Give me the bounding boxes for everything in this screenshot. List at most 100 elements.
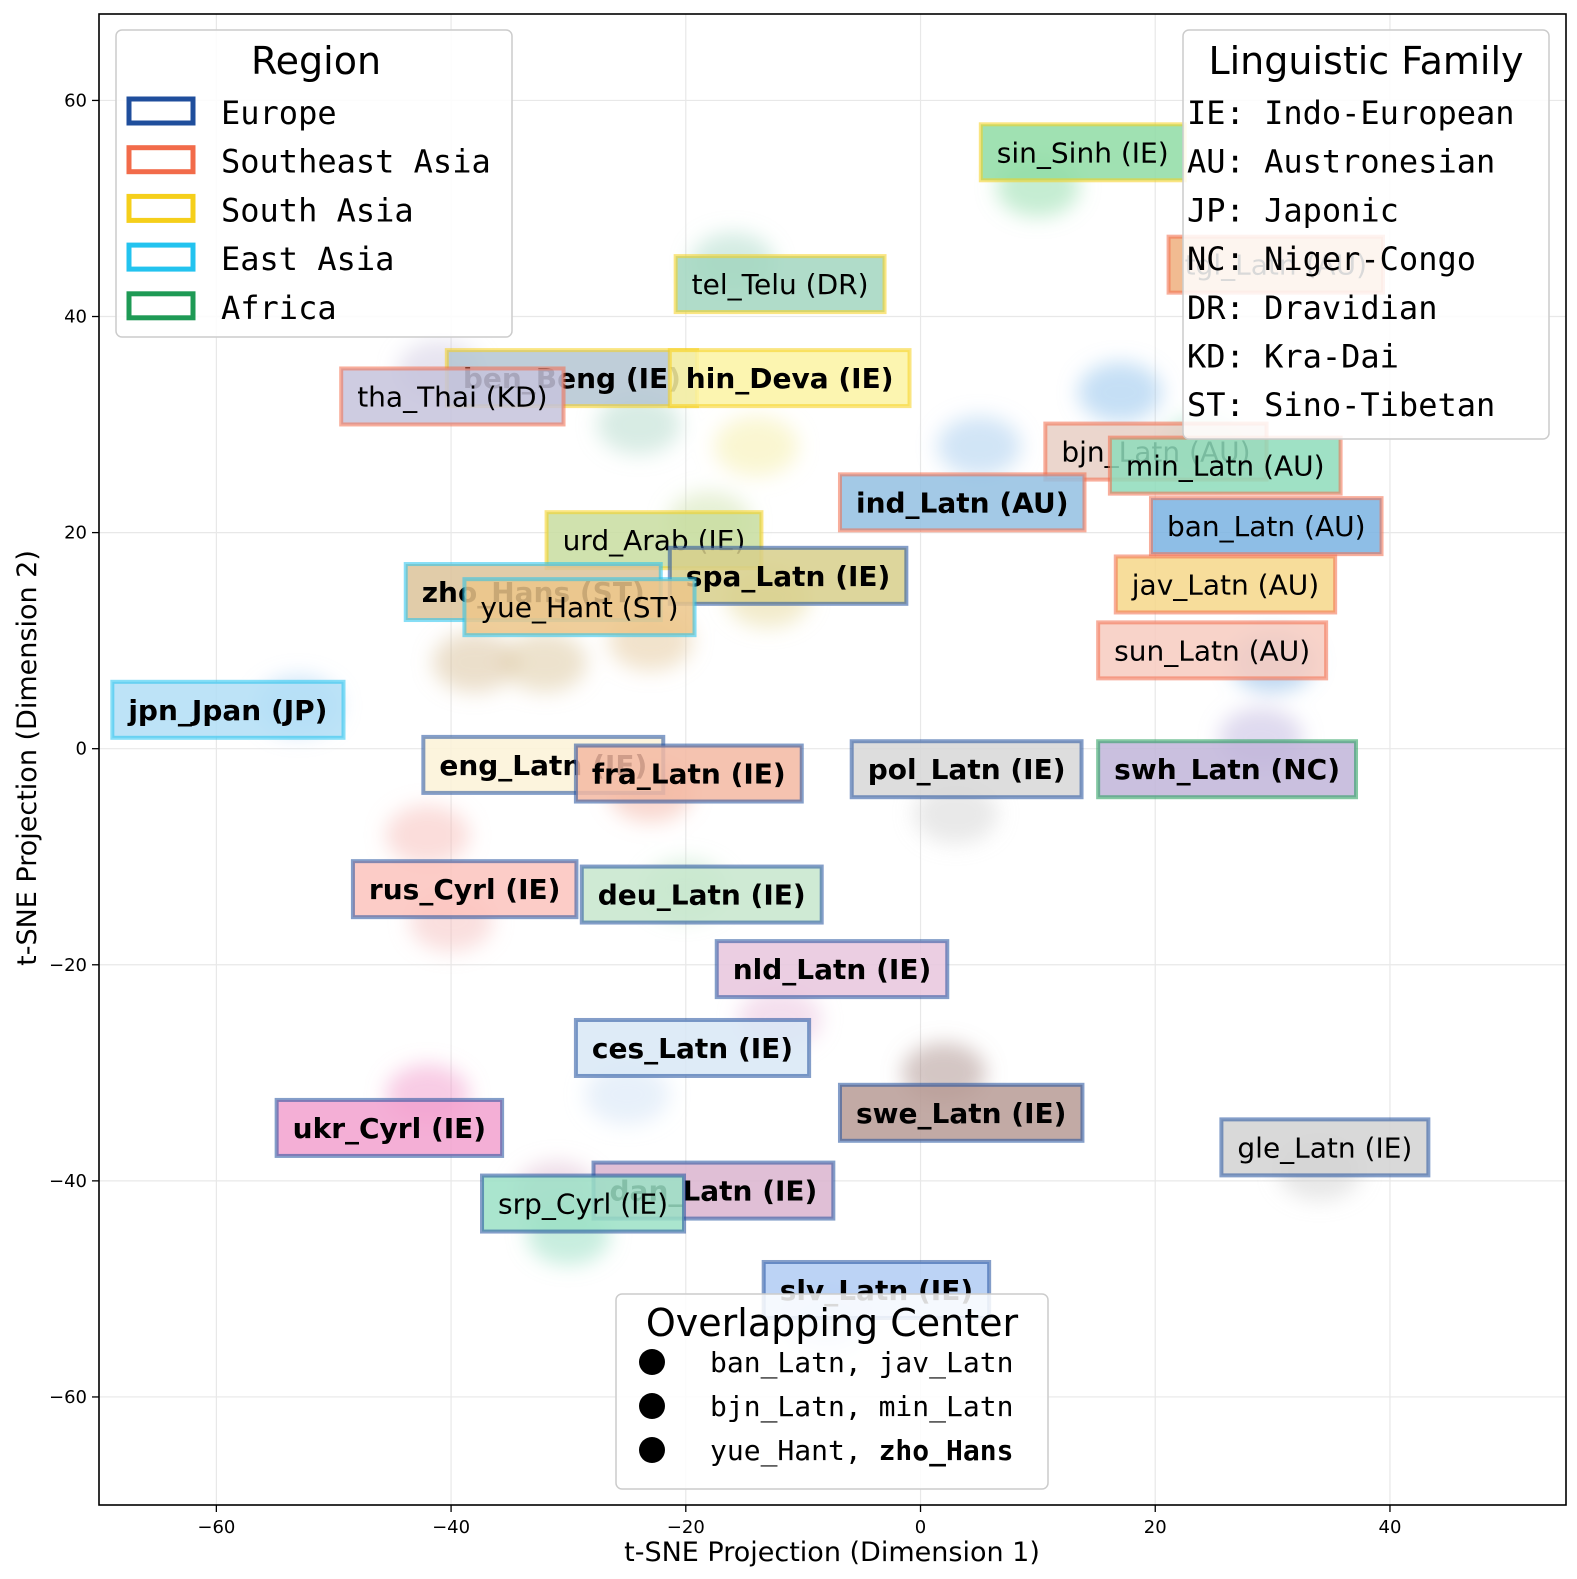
language-label: srp_Cyrl (IE): [480, 1173, 687, 1234]
family-legend-item: DR: Dravidian: [1187, 289, 1437, 327]
x-tick-label: −60: [197, 1517, 235, 1538]
region-legend-label: East Asia: [221, 240, 394, 278]
region-legend-label: South Asia: [221, 191, 414, 229]
language-label: ces_Latn (IE): [573, 1017, 812, 1078]
overlap-legend-item: ban_Latn, jav_Latn: [710, 1346, 1013, 1380]
y-tick-label: 40: [64, 307, 87, 328]
language-label: min_Latn (AU): [1107, 435, 1343, 496]
y-tick-label: −40: [49, 1171, 87, 1192]
language-label-box: [1219, 1117, 1431, 1178]
language-label: rus_Cyrl (IE): [350, 859, 579, 920]
point-cluster: [502, 632, 587, 693]
language-label-text: min_Latn (AU): [1126, 450, 1325, 483]
language-label-text: ind_Latn (AU): [856, 486, 1069, 519]
language-label-box: [1096, 620, 1329, 681]
point-cluster: [432, 632, 517, 693]
language-label: fra_Latn (IE): [573, 743, 804, 804]
language-label-box: [849, 739, 1084, 800]
y-tick-label: −20: [49, 955, 87, 976]
language-labels: sin_Sinh (IE)tgl_Latn (AU)tel_Telu (DR)b…: [110, 122, 1431, 1320]
language-label: pol_Latn (IE): [849, 739, 1084, 800]
language-label-box: [673, 254, 887, 315]
x-tick-label: −20: [667, 1517, 705, 1538]
language-label-text: srp_Cyrl (IE): [498, 1188, 668, 1221]
language-label-text: tel_Telu (DR): [692, 268, 869, 301]
x-tick-label: 40: [1379, 1517, 1402, 1538]
family-legend-item: ST: Sino-Tibetan: [1187, 386, 1495, 424]
point-cluster: [385, 805, 470, 866]
point-cluster: [585, 1064, 670, 1125]
language-label: jpn_Jpan (JP): [110, 679, 346, 740]
language-label-box: [1096, 739, 1359, 800]
family-legend-item: KD: Kra-Dai: [1187, 338, 1399, 376]
region-legend-label: Africa: [221, 289, 337, 327]
language-label-text: nld_Latn (IE): [733, 953, 932, 986]
language-label-box: [462, 577, 697, 638]
language-label-box: [350, 859, 579, 920]
language-label: swh_Latn (NC): [1096, 739, 1359, 800]
x-tick-label: 20: [1144, 1517, 1167, 1538]
language-label: deu_Latn (IE): [579, 864, 824, 925]
region-swatch: [126, 291, 196, 321]
overlap-dot: [639, 1393, 665, 1419]
region-swatch: [126, 96, 196, 126]
point-cluster: [596, 394, 681, 455]
language-label-text: swe_Latn (IE): [856, 1097, 1066, 1130]
language-label: yue_Hant (ST): [462, 577, 697, 638]
family-legend-box: [1182, 29, 1550, 440]
language-label-text: ukr_Cyrl (IE): [293, 1112, 486, 1145]
language-label-box: [573, 1017, 812, 1078]
plot-frame: [98, 13, 1567, 1506]
family-legend-item: IE: Indo-European: [1187, 94, 1515, 132]
family-legend-item: NC: Niger-Congo: [1187, 240, 1476, 278]
x-tick-label: −40: [432, 1517, 470, 1538]
x-tick-label: 0: [915, 1517, 926, 1538]
language-label-text: hin_Deva (IE): [686, 362, 894, 395]
y-tick-label: 0: [76, 739, 87, 760]
language-label: ban_Latn (AU): [1148, 496, 1384, 557]
language-label-text: tha_Thai (KD): [357, 380, 547, 413]
language-label: spa_Latn (IE): [667, 545, 909, 606]
language-label-text: pol_Latn (IE): [868, 753, 1066, 786]
language-label-text: swh_Latn (NC): [1114, 753, 1340, 786]
language-label: hin_Deva (IE): [667, 348, 912, 409]
y-tick-label: −60: [49, 1387, 87, 1408]
language-label-text: sun_Latn (AU): [1114, 634, 1310, 667]
language-label-text: deu_Latn (IE): [598, 879, 806, 912]
family-legend-title: Linguistic Family: [1208, 39, 1523, 83]
region-legend-label: Southeast Asia: [221, 143, 491, 181]
language-label: ind_Latn (AU): [837, 472, 1087, 533]
language-label-box: [573, 743, 804, 804]
region-legend: Region Europe Southeast Asia South Asia Eas…: [115, 29, 513, 338]
language-label-text: jpn_Jpan (JP): [127, 694, 327, 727]
language-label: gle_Latn (IE): [1219, 1117, 1431, 1178]
region-swatch: [126, 145, 196, 175]
language-label-text: yue_Hant (ST): [480, 591, 678, 624]
x-axis-label: t-SNE Projection (Dimension 1): [624, 1537, 1040, 1568]
y-tick-label: 20: [64, 523, 87, 544]
point-cluster: [937, 416, 1022, 477]
language-label-text: rus_Cyrl (IE): [369, 873, 561, 906]
language-label-box: [667, 348, 912, 409]
language-label-box: [110, 679, 346, 740]
language-label-text: fra_Latn (IE): [592, 758, 786, 791]
family-legend-item: JP: Japonic: [1187, 191, 1399, 229]
language-label-text: sin_Sinh (IE): [997, 136, 1169, 169]
overlap-legend-title: Overlapping Center: [646, 1301, 1019, 1345]
overlap-legend: Overlapping Center ban_Latn, jav_Latnbjn…: [615, 1293, 1049, 1490]
y-tick-label: 60: [64, 90, 87, 111]
overlap-dot: [639, 1437, 665, 1463]
language-label-box: [667, 545, 909, 606]
overlap-legend-item: bjn_Latn, min_Latn: [710, 1390, 1013, 1424]
language-label: tha_Thai (KD): [339, 366, 566, 427]
point-cluster: [1078, 362, 1163, 423]
language-label-box: [339, 366, 566, 427]
region-legend-box: [115, 29, 513, 338]
y-axis-label: t-SNE Projection (Dimension 2): [12, 550, 43, 966]
region-legend-label: Europe: [221, 94, 337, 132]
language-label-text: jav_Latn (AU): [1131, 568, 1319, 601]
region-swatch: [126, 242, 196, 272]
language-label-box: [1148, 496, 1384, 557]
language-label: sun_Latn (AU): [1096, 620, 1329, 681]
